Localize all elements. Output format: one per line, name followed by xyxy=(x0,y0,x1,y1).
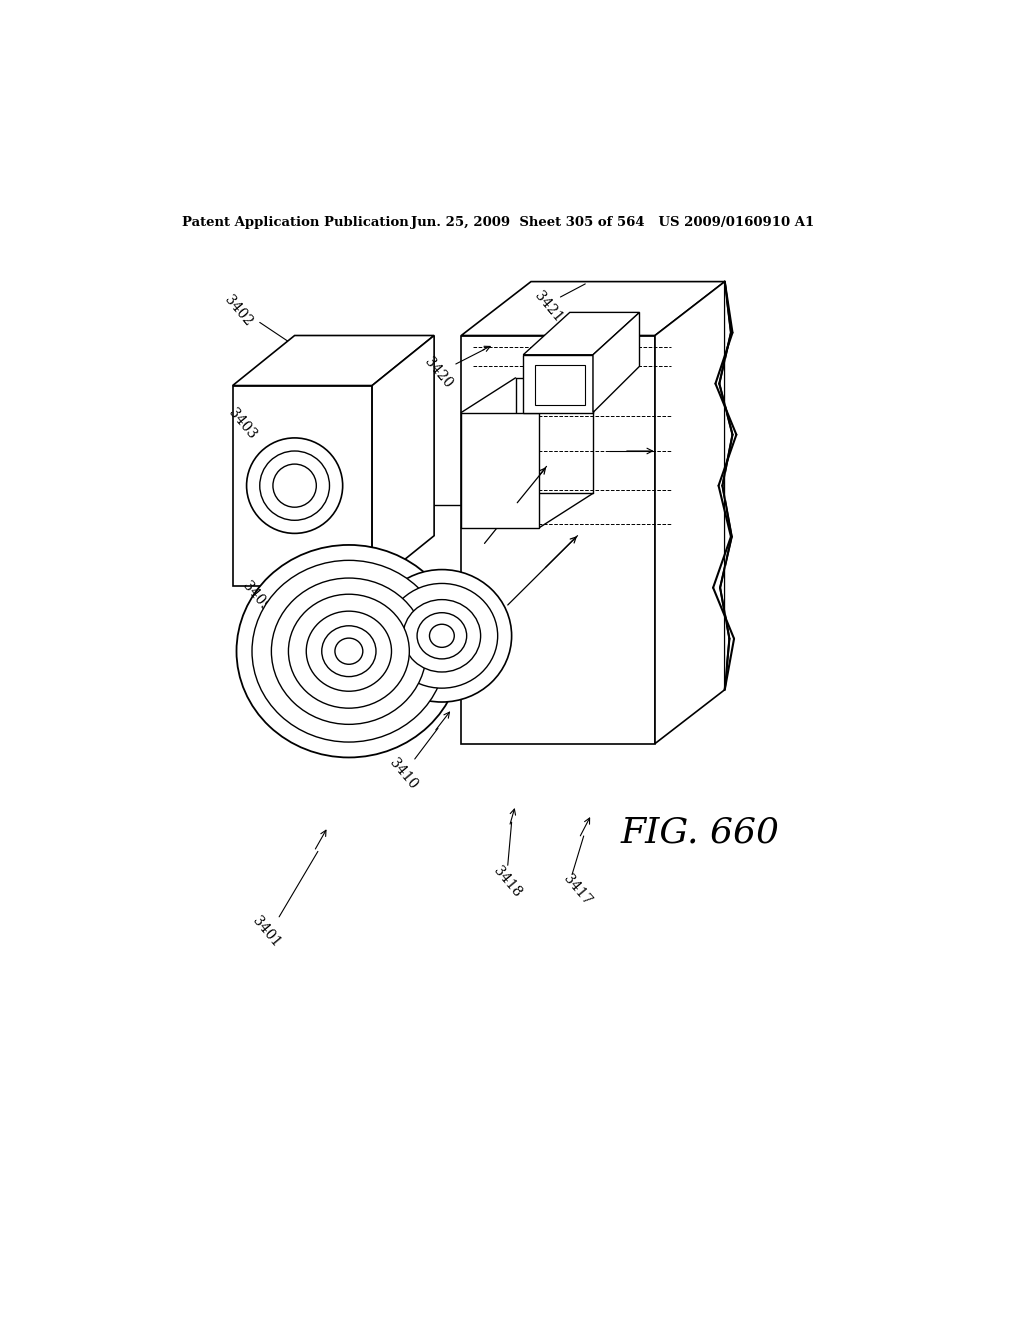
Ellipse shape xyxy=(237,545,461,758)
Polygon shape xyxy=(461,412,539,528)
Polygon shape xyxy=(655,281,725,743)
Text: 3418: 3418 xyxy=(492,865,524,900)
Text: 3403: 3403 xyxy=(226,407,259,442)
Polygon shape xyxy=(523,355,593,412)
Text: Jun. 25, 2009  Sheet 305 of 564   US 2009/0160910 A1: Jun. 25, 2009 Sheet 305 of 564 US 2009/0… xyxy=(411,216,814,230)
Ellipse shape xyxy=(372,570,512,702)
Ellipse shape xyxy=(322,626,376,677)
Circle shape xyxy=(260,451,330,520)
Ellipse shape xyxy=(417,612,467,659)
Text: 3417: 3417 xyxy=(561,871,594,908)
Polygon shape xyxy=(461,281,725,335)
Polygon shape xyxy=(523,313,640,355)
Circle shape xyxy=(247,438,343,533)
Polygon shape xyxy=(372,335,434,586)
Polygon shape xyxy=(232,385,372,586)
Polygon shape xyxy=(535,364,586,405)
Ellipse shape xyxy=(252,560,445,742)
Text: 3420: 3420 xyxy=(421,355,455,391)
Text: 3409: 3409 xyxy=(240,579,272,615)
Polygon shape xyxy=(232,335,434,385)
Text: 3421: 3421 xyxy=(531,289,565,325)
Ellipse shape xyxy=(403,599,480,672)
Ellipse shape xyxy=(289,594,410,708)
Circle shape xyxy=(273,465,316,507)
Polygon shape xyxy=(461,335,655,743)
Text: 3402: 3402 xyxy=(221,293,255,329)
Text: 3410: 3410 xyxy=(386,756,420,792)
Ellipse shape xyxy=(271,578,426,725)
Polygon shape xyxy=(593,313,640,412)
Ellipse shape xyxy=(335,638,362,664)
Ellipse shape xyxy=(429,624,455,647)
Text: FIG. 660: FIG. 660 xyxy=(621,816,779,849)
Text: 3401: 3401 xyxy=(249,915,283,950)
Text: Patent Application Publication: Patent Application Publication xyxy=(182,216,409,230)
Ellipse shape xyxy=(386,583,498,688)
Ellipse shape xyxy=(306,611,391,692)
